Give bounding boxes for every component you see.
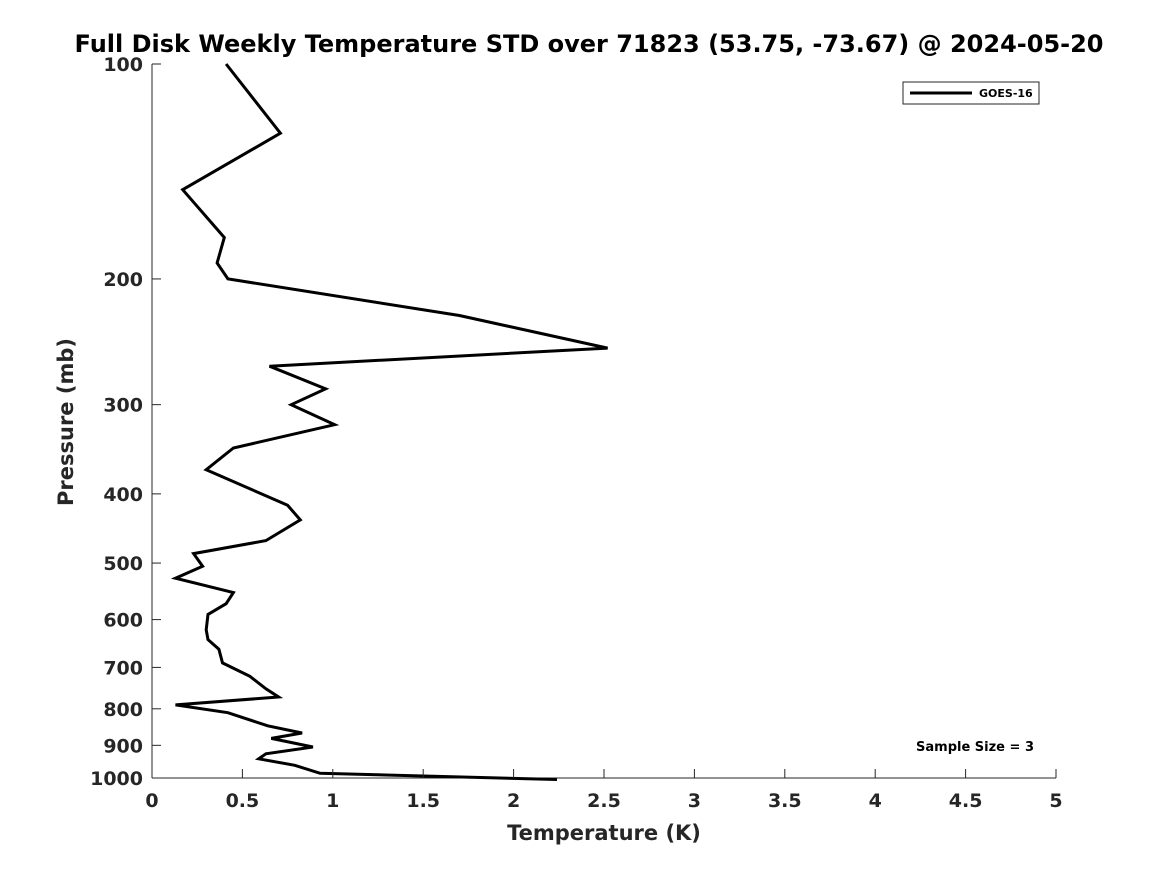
x-tick-label: 2.5 bbox=[587, 790, 621, 812]
series-line-goes-16 bbox=[170, 63, 608, 781]
chart-title: Full Disk Weekly Temperature STD over 71… bbox=[75, 30, 1104, 58]
x-tick-label: 0.5 bbox=[226, 790, 260, 812]
x-axis-ticks: 0 0.5 1 1.5 2 2.5 3 3.5 4 4.5 5 bbox=[145, 769, 1063, 812]
y-tick-label: 900 bbox=[103, 735, 143, 757]
y-tick-label: 600 bbox=[103, 610, 143, 632]
y-axis-ticks: 100 200 300 400 500 600 700 800 900 1000 bbox=[90, 54, 161, 790]
sample-size-annotation: Sample Size = 3 bbox=[916, 740, 1034, 755]
x-tick-label: 1 bbox=[326, 790, 339, 812]
y-tick-label: 100 bbox=[103, 54, 143, 76]
y-tick-label: 200 bbox=[103, 269, 143, 291]
plot-area bbox=[151, 63, 1056, 781]
x-tick-label: 2 bbox=[507, 790, 520, 812]
y-tick-label: 1000 bbox=[90, 768, 143, 790]
x-tick-label: 3.5 bbox=[768, 790, 802, 812]
x-tick-label: 0 bbox=[145, 790, 158, 812]
x-tick-label: 3 bbox=[688, 790, 701, 812]
x-tick-label: 4.5 bbox=[949, 790, 983, 812]
y-tick-label: 700 bbox=[103, 657, 143, 679]
x-tick-label: 1.5 bbox=[406, 790, 440, 812]
y-axis-label: Pressure (mb) bbox=[54, 338, 78, 506]
y-tick-label: 400 bbox=[103, 484, 143, 506]
y-tick-label: 300 bbox=[103, 395, 143, 417]
y-tick-label: 800 bbox=[103, 699, 143, 721]
y-tick-label: 500 bbox=[103, 553, 143, 575]
x-tick-label: 5 bbox=[1049, 790, 1062, 812]
legend: GOES-16 bbox=[902, 81, 1040, 105]
legend-entry-goes-16: GOES-16 bbox=[979, 87, 1033, 100]
x-axis-label: Temperature (K) bbox=[507, 821, 701, 845]
x-tick-label: 4 bbox=[869, 790, 882, 812]
